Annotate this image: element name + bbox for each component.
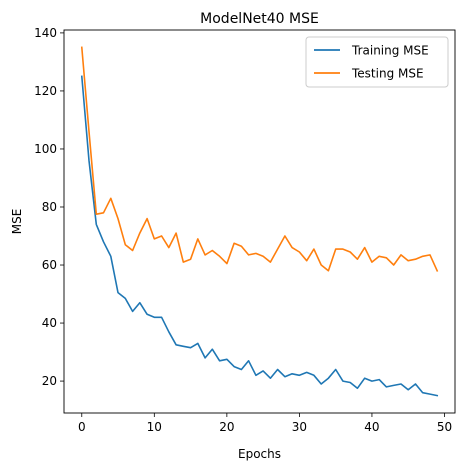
series-line-testing-mse	[80, 46, 439, 272]
y-tick-label: 80	[42, 200, 57, 214]
x-tick-label: 30	[292, 420, 307, 434]
legend-label-training: Training MSE	[351, 44, 429, 58]
y-tick-label: 40	[42, 316, 57, 330]
legend-label-testing: Testing MSE	[351, 67, 424, 81]
x-tick-label: 40	[364, 420, 379, 434]
x-tick-label: 50	[437, 420, 452, 434]
legend: Training MSE Testing MSE	[305, 36, 449, 88]
x-axis-label: Epochs	[238, 447, 281, 461]
x-axis: 0 10 20 30 40 50	[78, 413, 452, 434]
chart-title: ModelNet40 MSE	[200, 11, 319, 27]
axes-frame	[63, 29, 456, 414]
y-tick-label: 20	[42, 374, 57, 388]
plot-area	[80, 46, 439, 397]
y-tick-label: 100	[34, 142, 57, 156]
y-axis-label: MSE	[10, 209, 24, 235]
x-tick-label: 10	[147, 420, 162, 434]
series-line-training-mse	[80, 75, 439, 397]
y-axis: 20 40 60 80 100 120 140	[34, 26, 64, 388]
y-tick-label: 120	[34, 84, 57, 98]
legend-box	[305, 36, 449, 88]
y-tick-label: 60	[42, 258, 57, 272]
x-tick-label: 20	[219, 420, 234, 434]
y-tick-label: 140	[34, 26, 57, 40]
x-tick-label: 0	[78, 420, 86, 434]
